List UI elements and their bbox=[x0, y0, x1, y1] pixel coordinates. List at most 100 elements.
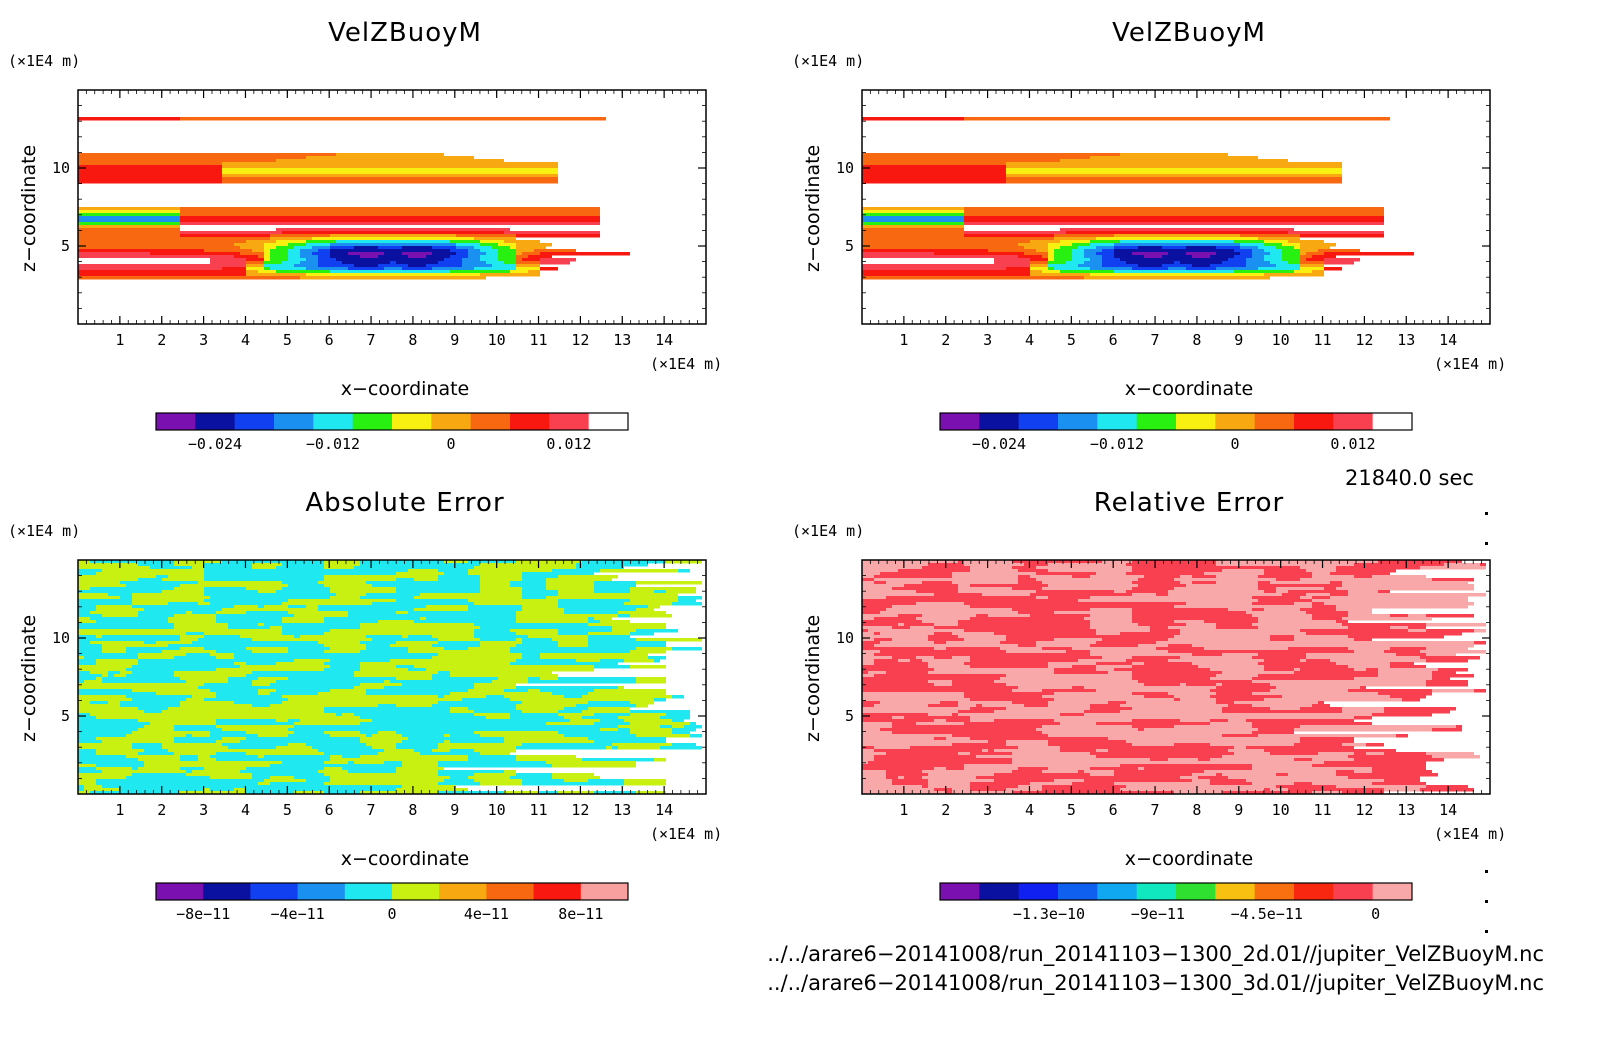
field-cell bbox=[564, 707, 588, 711]
field-cell bbox=[1216, 246, 1240, 250]
field-cell bbox=[952, 743, 1006, 747]
field-cell bbox=[558, 731, 630, 735]
x-tick-label: 8 bbox=[408, 801, 417, 819]
field-cell bbox=[630, 701, 654, 705]
field-cell bbox=[78, 752, 96, 756]
field-cell bbox=[144, 608, 222, 612]
field-cell bbox=[132, 767, 138, 771]
field-cell bbox=[294, 264, 318, 268]
field-cell bbox=[324, 731, 360, 735]
field-cell bbox=[126, 755, 180, 759]
field-cell bbox=[558, 629, 612, 633]
field-cell bbox=[282, 629, 330, 633]
field-cell bbox=[964, 692, 1054, 696]
field-cell bbox=[318, 258, 336, 262]
field-cell bbox=[444, 647, 468, 651]
field-cell bbox=[312, 246, 330, 250]
field-cell bbox=[1300, 596, 1312, 600]
field-cell bbox=[1288, 647, 1348, 651]
field-cell bbox=[264, 623, 360, 627]
field-cell bbox=[1144, 683, 1180, 687]
field-cell bbox=[318, 605, 426, 609]
field-cell bbox=[1132, 707, 1222, 711]
field-cell bbox=[862, 650, 880, 654]
field-cell bbox=[964, 210, 1384, 214]
field-cell bbox=[1102, 656, 1132, 660]
field-cell bbox=[1312, 764, 1426, 768]
field-cell bbox=[78, 719, 138, 723]
field-cell bbox=[588, 737, 666, 741]
field-cell bbox=[444, 695, 486, 699]
field-cell bbox=[1180, 261, 1222, 265]
field-cell bbox=[1132, 252, 1168, 256]
field-cell bbox=[78, 255, 234, 259]
field-cell bbox=[222, 165, 558, 169]
field-cell bbox=[354, 246, 378, 250]
field-cell bbox=[928, 779, 994, 783]
field-cell bbox=[862, 578, 874, 582]
field-cell bbox=[994, 258, 1030, 262]
field-cell bbox=[1228, 749, 1264, 753]
field-cell bbox=[964, 563, 1024, 567]
field-cell bbox=[928, 785, 970, 789]
field-cell bbox=[1000, 677, 1132, 681]
field-cell bbox=[312, 746, 372, 750]
field-cell bbox=[1336, 662, 1390, 666]
field-cell bbox=[1330, 596, 1468, 600]
field-cell bbox=[1354, 650, 1384, 654]
field-cell bbox=[1264, 255, 1282, 259]
field-cell bbox=[1126, 740, 1300, 744]
field-cell bbox=[216, 611, 246, 615]
x-tick-label: 2 bbox=[157, 331, 166, 349]
field-cell bbox=[396, 641, 438, 645]
field-cell bbox=[636, 677, 666, 681]
field-cell bbox=[1132, 617, 1258, 621]
field-cell bbox=[1306, 258, 1324, 262]
field-cell bbox=[210, 755, 258, 759]
field-cell bbox=[252, 773, 324, 777]
field-cell bbox=[270, 267, 306, 271]
field-cell bbox=[862, 584, 904, 588]
field-cell bbox=[324, 773, 438, 777]
field-cell bbox=[862, 656, 892, 660]
colorbar-swatch bbox=[1176, 883, 1216, 900]
field-cell bbox=[690, 734, 702, 738]
field-cell bbox=[1096, 572, 1126, 576]
field-cell bbox=[1144, 695, 1174, 699]
field-cell bbox=[252, 638, 372, 642]
field-cell bbox=[276, 270, 330, 274]
field-cell bbox=[1282, 252, 1300, 256]
field-cell bbox=[246, 267, 264, 271]
field-cell bbox=[1192, 255, 1210, 259]
field-cell bbox=[132, 599, 204, 603]
field-cell bbox=[1078, 770, 1084, 774]
field-cell bbox=[156, 641, 192, 645]
field-cell bbox=[288, 650, 324, 654]
field-cell bbox=[360, 626, 480, 630]
field-cell bbox=[1342, 710, 1384, 714]
field-cell bbox=[78, 737, 96, 741]
field-cell bbox=[1354, 752, 1366, 756]
field-cell bbox=[468, 249, 480, 253]
field-cell bbox=[78, 746, 132, 750]
field-cell bbox=[1054, 252, 1072, 256]
x-tick-label: 14 bbox=[655, 801, 673, 819]
field-cell bbox=[660, 746, 702, 750]
x-unit-label: (×1E4 m) bbox=[1434, 355, 1507, 373]
field-cell bbox=[1336, 773, 1438, 777]
x-tick-label: 5 bbox=[283, 801, 292, 819]
field-cell bbox=[958, 635, 1006, 639]
field-cell bbox=[1204, 620, 1258, 624]
field-cell bbox=[898, 623, 904, 627]
field-cell bbox=[1012, 791, 1174, 795]
field-cell bbox=[300, 261, 318, 265]
field-cell bbox=[862, 770, 886, 774]
field-cell bbox=[78, 695, 126, 699]
field-cell bbox=[1048, 264, 1078, 268]
field-cell bbox=[862, 683, 934, 687]
field-cell bbox=[1090, 623, 1138, 627]
field-cell bbox=[360, 641, 396, 645]
field-cell bbox=[306, 605, 318, 609]
field-cell bbox=[862, 225, 964, 229]
field-cell bbox=[862, 662, 874, 666]
